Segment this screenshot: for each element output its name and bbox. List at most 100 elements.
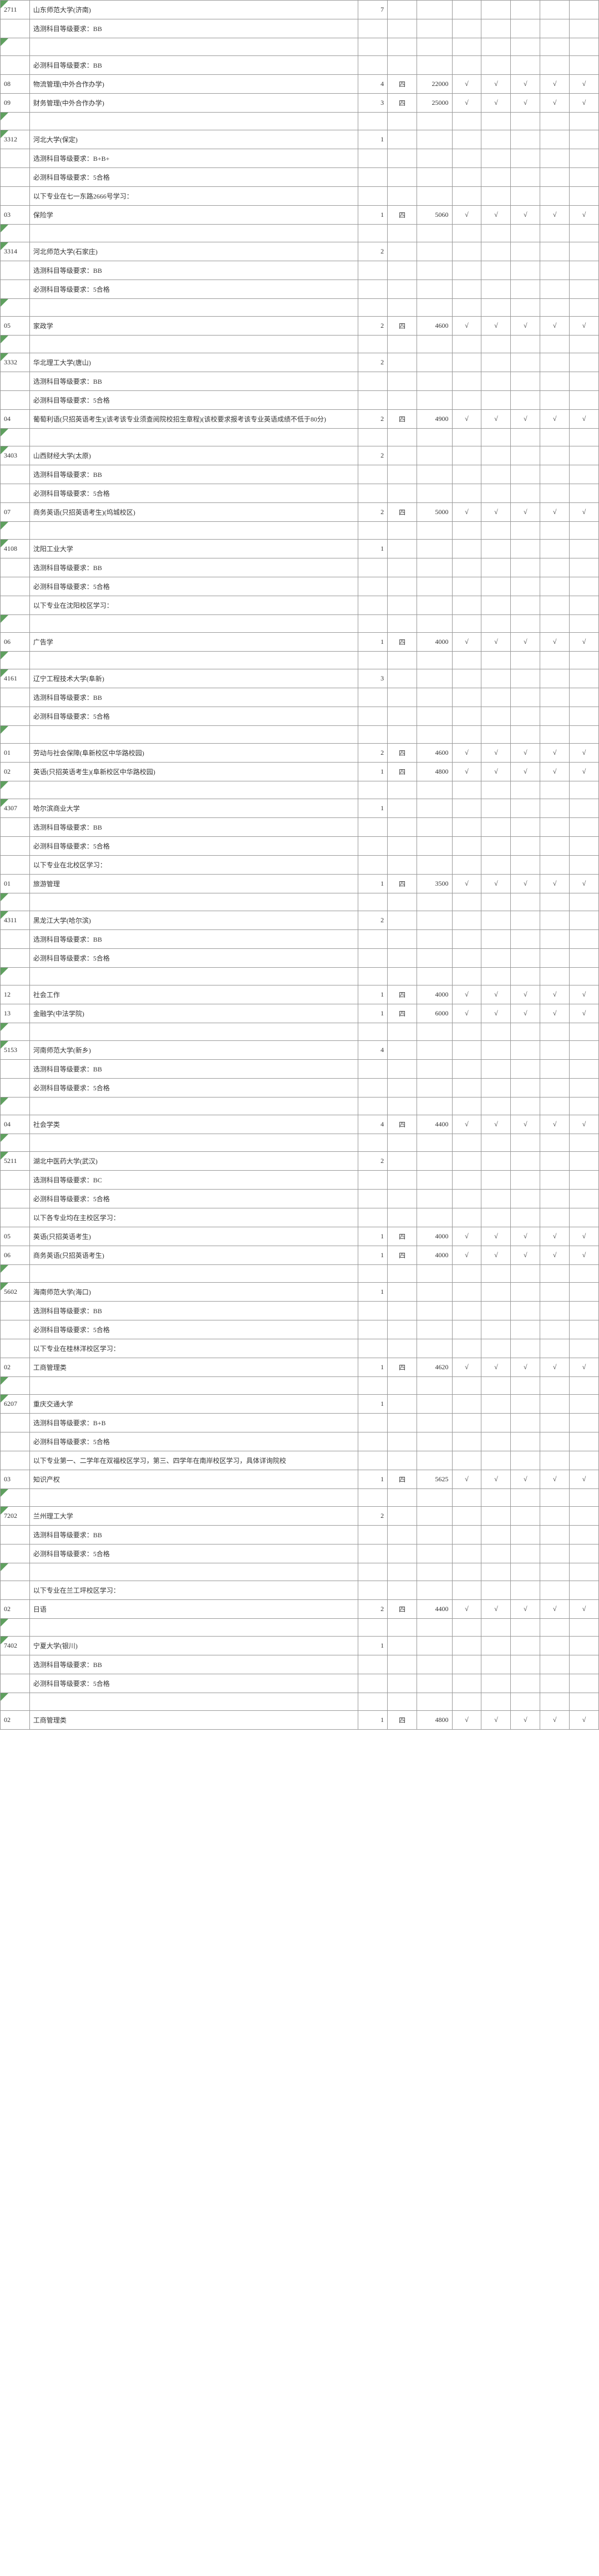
cell-check: [481, 1619, 511, 1637]
cell-empty: [358, 1320, 388, 1339]
table-row: 06商务英语(只招英语考生)1四4000√√√√√: [1, 1246, 599, 1265]
major-plan: 2: [358, 317, 388, 336]
check-mark: √: [540, 985, 570, 1004]
cell-empty: [417, 372, 452, 391]
cell-empty: [29, 1693, 358, 1711]
table-row: [1, 1134, 599, 1152]
cell-check: [452, 893, 481, 911]
check-mark: √: [570, 1246, 599, 1265]
check-mark: √: [570, 875, 599, 893]
cell-check: [570, 1432, 599, 1451]
school-code: 7202: [1, 1507, 30, 1526]
cell-check: [481, 688, 511, 707]
cell-check: [452, 949, 481, 968]
cell-check: [540, 1041, 570, 1060]
school-plan: 2: [358, 1507, 388, 1526]
cell-check: [511, 1, 540, 19]
cell-check: [481, 19, 511, 38]
major-name: 金融学(中法学院): [29, 1004, 358, 1023]
cell-check: [511, 1023, 540, 1041]
cell-check: [452, 149, 481, 168]
cell-check: [452, 558, 481, 577]
major-code: 03: [1, 206, 30, 225]
check-mark: √: [452, 633, 481, 652]
major-years: 四: [388, 317, 417, 336]
check-mark: √: [540, 1115, 570, 1134]
cell-check: [452, 1619, 481, 1637]
cell-check: [452, 726, 481, 744]
check-mark: √: [481, 1246, 511, 1265]
cell-check: [452, 615, 481, 633]
cell-check: [570, 446, 599, 465]
cell-check: [570, 1339, 599, 1358]
cell-check: [570, 353, 599, 372]
cell-check: [540, 558, 570, 577]
cell-check: [540, 299, 570, 317]
cell-check: [452, 1563, 481, 1581]
major-fee: 3500: [417, 875, 452, 893]
cell-years: [388, 1637, 417, 1655]
table-row: 09财务管理(中外合作办学)3四25000√√√√√: [1, 94, 599, 113]
cell-check: [540, 56, 570, 75]
note-text: 必测科目等级要求：5合格: [29, 1544, 358, 1563]
table-row: 选测科目等级要求：BB: [1, 1302, 599, 1320]
cell-check: [570, 391, 599, 410]
cell-check: [511, 1581, 540, 1600]
cell-empty: [1, 707, 30, 726]
cell-check: [570, 1451, 599, 1470]
cell-empty: [417, 558, 452, 577]
check-mark: √: [511, 1470, 540, 1489]
cell-check: [511, 242, 540, 261]
cell-check: [452, 1134, 481, 1152]
cell-check: [540, 1581, 570, 1600]
cell-check: [570, 1581, 599, 1600]
cell-check: [481, 577, 511, 596]
table-row: 必测科目等级要求：5合格: [1, 1432, 599, 1451]
note-text: 选测科目等级要求：BB: [29, 930, 358, 949]
cell-check: [511, 391, 540, 410]
school-code: 2711: [1, 1, 30, 19]
cell-check: [481, 930, 511, 949]
cell-empty: [358, 1190, 388, 1208]
cell-fee: [417, 1637, 452, 1655]
major-fee: 4620: [417, 1358, 452, 1377]
table-row: 02日语2四4400√√√√√: [1, 1600, 599, 1619]
check-mark: √: [511, 1246, 540, 1265]
major-code: 02: [1, 1600, 30, 1619]
cell-empty: [1, 1190, 30, 1208]
cell-empty: [358, 168, 388, 187]
cell-check: [511, 1451, 540, 1470]
cell-empty: [29, 726, 358, 744]
check-mark: √: [452, 875, 481, 893]
cell-check: [540, 1526, 570, 1544]
table-row: 以下专业在北校区学习：: [1, 856, 599, 875]
cell-check: [511, 261, 540, 280]
cell-empty: [388, 261, 417, 280]
cell-check: [570, 299, 599, 317]
cell-check: [511, 856, 540, 875]
major-name: 保险学: [29, 206, 358, 225]
table-row: 04社会学类4四4400√√√√√: [1, 1115, 599, 1134]
cell-years: [388, 446, 417, 465]
table-row: 6207重庆交通大学1: [1, 1395, 599, 1414]
major-code: 01: [1, 744, 30, 763]
cell-check: [540, 930, 570, 949]
cell-check: [570, 1526, 599, 1544]
cell-check: [570, 707, 599, 726]
cell-check: [452, 1098, 481, 1115]
table-row: 必测科目等级要求：5合格: [1, 391, 599, 410]
cell-empty: [388, 1098, 417, 1115]
cell-empty: [358, 615, 388, 633]
check-mark: √: [570, 75, 599, 94]
cell-check: [452, 1283, 481, 1302]
check-mark: √: [540, 1246, 570, 1265]
cell-check: [540, 187, 570, 206]
table-row: 03知识产权1四5625√√√√√: [1, 1470, 599, 1489]
cell-empty: [417, 1023, 452, 1041]
school-code: 4108: [1, 540, 30, 558]
cell-check: [570, 1079, 599, 1098]
table-row: 01劳动与社会保障(阜新校区中华路校园)2四4600√√√√√: [1, 744, 599, 763]
cell-empty: [417, 1171, 452, 1190]
major-code: 12: [1, 985, 30, 1004]
table-row: 选测科目等级要求：BB: [1, 261, 599, 280]
